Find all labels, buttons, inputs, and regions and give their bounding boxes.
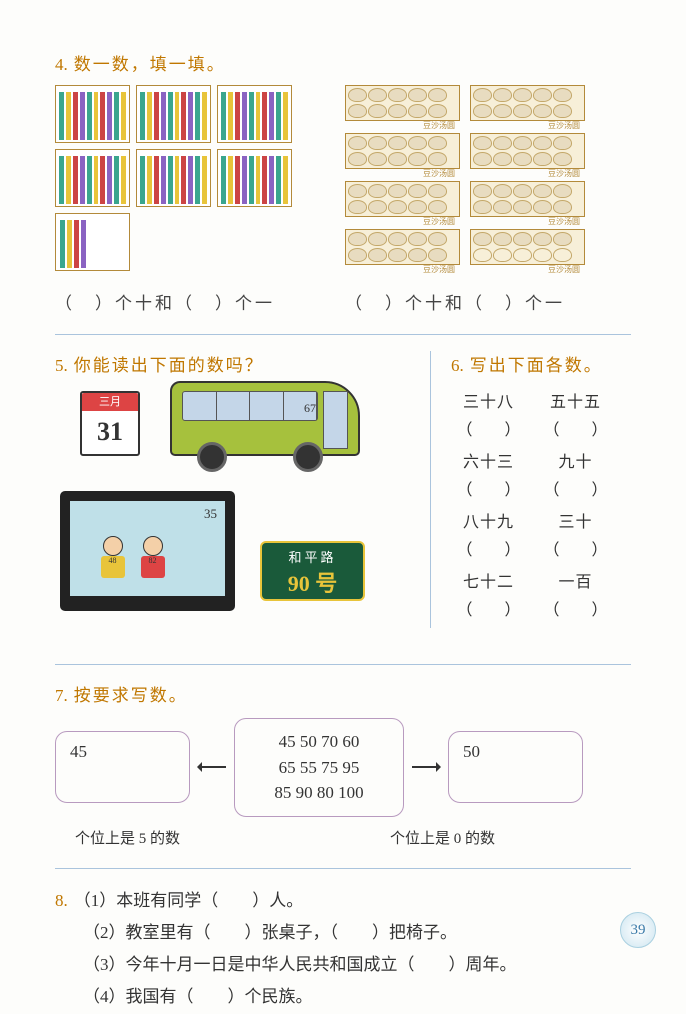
tv-icon: 35 48 82 bbox=[60, 491, 235, 611]
q7-label-left: 个位上是 5 的数 bbox=[75, 827, 180, 848]
q6-item: 六十三（ ） bbox=[451, 448, 526, 500]
dumpling-tray-icon: 豆沙汤圆 bbox=[470, 85, 585, 121]
street-sign-icon: 和平路 90 号 bbox=[260, 541, 365, 601]
dumpling-tray-icon: 豆沙汤圆 bbox=[470, 181, 585, 217]
q7-right-box: 50 bbox=[448, 731, 583, 803]
q6-item: 三十八（ ） bbox=[451, 388, 526, 440]
sign-line2: 90 号 bbox=[262, 566, 363, 598]
pencil-box-icon bbox=[55, 149, 130, 207]
q7-label-right: 个位上是 0 的数 bbox=[390, 827, 495, 848]
question-5: 5. 你能读出下面的数吗？ 三月 31 67 35 48 82 bbox=[55, 351, 431, 628]
calendar-month: 三月 bbox=[82, 393, 138, 411]
q6-number: 6. bbox=[451, 356, 464, 375]
q7-left-box: 45 bbox=[55, 731, 190, 803]
runner-2-icon: 82 bbox=[135, 536, 170, 591]
dumpling-tray-icon: 豆沙汤圆 bbox=[345, 85, 460, 121]
q8-line-2: （2）教室里有（ ）张桌子，（ ）把椅子。 bbox=[55, 917, 631, 949]
question-7: 7. 按要求写数。 45 45 50 70 6065 55 75 9585 90 … bbox=[55, 681, 631, 848]
calendar-day: 31 bbox=[82, 417, 138, 447]
pencil-box-icon bbox=[55, 85, 130, 143]
q7-title: 按要求写数。 bbox=[74, 686, 188, 705]
q8-line-1: （1）本班有同学（ ）人。 bbox=[74, 891, 304, 910]
q6-item: 一百（ ） bbox=[538, 568, 613, 620]
q6-item: 三十（ ） bbox=[538, 508, 613, 560]
q6-title: 写出下面各数。 bbox=[470, 356, 603, 375]
dumpling-tray-icon: 豆沙汤圆 bbox=[470, 133, 585, 169]
q5-number: 5. bbox=[55, 356, 68, 375]
divider-2 bbox=[55, 664, 631, 665]
question-8: 8. （1）本班有同学（ ）人。 （2）教室里有（ ）张桌子，（ ）把椅子。 （3… bbox=[55, 885, 631, 1014]
q4-title: 数一数，填一填。 bbox=[74, 55, 226, 74]
dumpling-tray-icon: 豆沙汤圆 bbox=[470, 229, 585, 265]
q4-number: 4. bbox=[55, 55, 68, 74]
q4-answer-left: （ ）个十和（ ）个一 bbox=[55, 289, 315, 314]
q4-content: 豆沙汤圆豆沙汤圆豆沙汤圆豆沙汤圆豆沙汤圆豆沙汤圆豆沙汤圆豆沙汤圆 bbox=[55, 85, 631, 271]
divider-1 bbox=[55, 334, 631, 335]
q6-grid: 三十八（ ）五十五（ ）六十三（ ）九十（ ）八十九（ ）三十（ ）七十二（ ）… bbox=[451, 388, 631, 620]
sign-line1: 和平路 bbox=[262, 547, 363, 566]
q5-q6-row: 5. 你能读出下面的数吗？ 三月 31 67 35 48 82 bbox=[55, 351, 631, 648]
arrow-left-icon bbox=[198, 766, 226, 768]
q7-labels: 个位上是 5 的数 个位上是 0 的数 bbox=[55, 827, 631, 848]
divider-3 bbox=[55, 868, 631, 869]
dumpling-tray-icon: 豆沙汤圆 bbox=[345, 181, 460, 217]
pencil-box-icon bbox=[217, 85, 292, 143]
runner-1-icon: 48 bbox=[95, 536, 130, 591]
calendar-icon: 三月 31 bbox=[80, 391, 140, 456]
dumpling-tray-icon: 豆沙汤圆 bbox=[345, 229, 460, 265]
q5-title: 你能读出下面的数吗？ bbox=[74, 356, 264, 375]
question-4: 4.数一数，填一填。 豆沙汤圆豆沙汤圆豆沙汤圆豆沙汤圆豆沙汤圆豆沙汤圆豆沙汤圆豆… bbox=[55, 50, 631, 314]
q8-line-4: （4）我国有（ ）个民族。 bbox=[55, 981, 631, 1013]
q5-scene: 三月 31 67 35 48 82 和平路 90 bbox=[55, 386, 415, 616]
q4-answer-right: （ ）个十和（ ）个一 bbox=[345, 289, 605, 314]
dumpling-grid: 豆沙汤圆豆沙汤圆豆沙汤圆豆沙汤圆豆沙汤圆豆沙汤圆豆沙汤圆豆沙汤圆 bbox=[345, 85, 605, 271]
q7-mid-box: 45 50 70 6065 55 75 9585 90 80 100 bbox=[234, 718, 404, 817]
q6-item: 七十二（ ） bbox=[451, 568, 526, 620]
pencil-box-icon bbox=[217, 149, 292, 207]
pencil-box-icon bbox=[136, 85, 211, 143]
arrow-right-icon bbox=[412, 766, 440, 768]
question-6: 6. 写出下面各数。 三十八（ ）五十五（ ）六十三（ ）九十（ ）八十九（ ）三… bbox=[431, 351, 631, 628]
pencil-grid bbox=[55, 85, 315, 271]
bus-icon: 67 bbox=[170, 381, 360, 491]
dumpling-tray-icon: 豆沙汤圆 bbox=[345, 133, 460, 169]
tv-number: 35 bbox=[204, 506, 217, 522]
q7-number: 7. bbox=[55, 686, 68, 705]
bus-number: 67 bbox=[304, 401, 316, 416]
pencil-box-icon bbox=[55, 213, 130, 271]
q6-item: 八十九（ ） bbox=[451, 508, 526, 560]
q4-answers: （ ）个十和（ ）个一 （ ）个十和（ ）个一 bbox=[55, 289, 631, 314]
q6-item: 九十（ ） bbox=[538, 448, 613, 500]
q8-number: 8. bbox=[55, 891, 68, 910]
q8-line-3: （3）今年十月一日是中华人民共和国成立（ ）周年。 bbox=[55, 949, 631, 981]
pencil-box-icon bbox=[136, 149, 211, 207]
q6-item: 五十五（ ） bbox=[538, 388, 613, 440]
q7-boxes: 45 45 50 70 6065 55 75 9585 90 80 100 50 bbox=[55, 718, 631, 817]
page-number: 39 bbox=[620, 912, 656, 948]
